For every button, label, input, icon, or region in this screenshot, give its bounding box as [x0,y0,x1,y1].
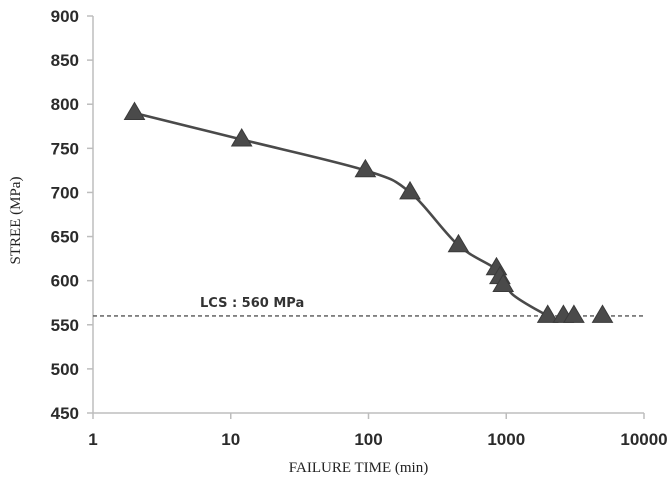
data-point-5 [447,233,470,253]
fit-line-group [134,111,549,318]
reference-line-group: LCS : 560 MPa [93,296,644,317]
data-points [123,101,614,323]
tick-labels: 450 500 550 600 650 700 750 800 850 900 1 10 100 1000… [51,7,668,449]
y-tick-label-600: 600 [51,272,79,291]
y-tick-label-900: 900 [51,7,79,26]
data-point-9 [536,304,559,323]
y-tick-label-450: 450 [51,404,79,423]
x-tick-label-100: 100 [354,430,382,449]
x-tick-label-1000: 1000 [487,430,525,449]
y-tick-label-650: 650 [51,228,79,247]
data-point-8 [492,273,515,292]
y-tick-label-500: 500 [51,360,79,379]
y-tick-label-750: 750 [51,139,79,158]
data-point-11 [563,304,585,323]
x-tick-label-1: 1 [88,430,97,449]
y-tick-label-800: 800 [51,95,79,114]
y-tick-label-700: 700 [51,183,79,202]
axes [87,15,645,419]
data-point-12 [591,304,614,323]
reference-line-label: LCS : 560 MPa [200,296,304,311]
data-point-1 [123,101,146,120]
y-tick-label-850: 850 [51,51,79,70]
y-tick-label-550: 550 [51,316,79,335]
y-axis-title: STREE (MPa) [8,177,24,265]
data-point-4 [399,180,421,200]
x-tick-label-10: 10 [221,430,240,449]
fit-line [134,111,549,318]
x-tick-label-10000: 10000 [620,430,667,449]
data-point-2 [230,128,253,147]
x-axis-title: FAILURE TIME (min) [289,460,428,476]
data-point-3 [354,158,377,178]
